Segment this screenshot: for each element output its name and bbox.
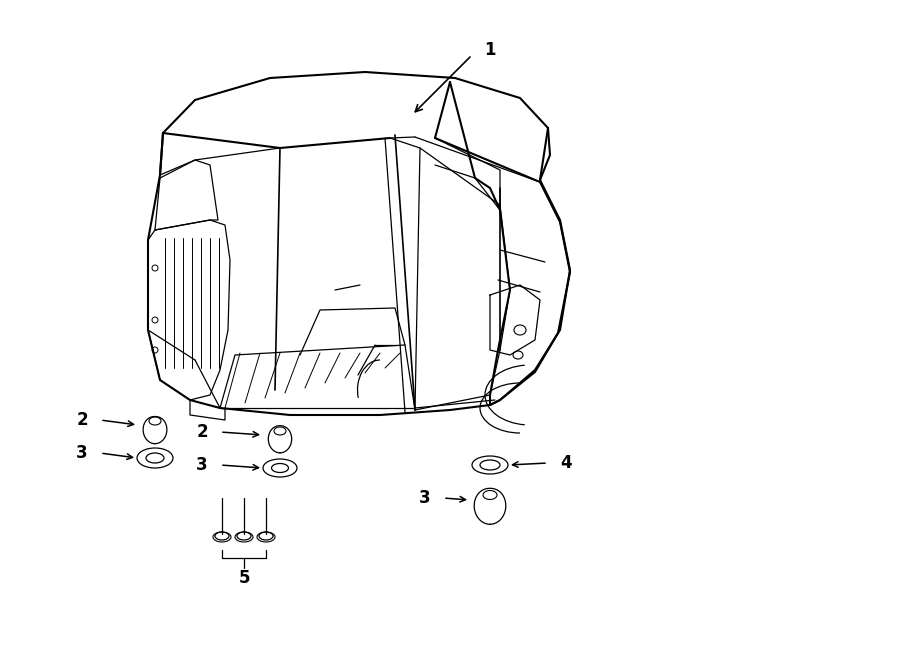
Text: 3: 3 bbox=[419, 489, 431, 507]
Text: 4: 4 bbox=[560, 454, 572, 472]
Text: 5: 5 bbox=[238, 569, 250, 587]
Text: 3: 3 bbox=[196, 456, 208, 474]
Text: 1: 1 bbox=[484, 41, 496, 59]
Text: 2: 2 bbox=[76, 411, 88, 429]
Text: 2: 2 bbox=[196, 423, 208, 441]
Text: 3: 3 bbox=[76, 444, 88, 462]
